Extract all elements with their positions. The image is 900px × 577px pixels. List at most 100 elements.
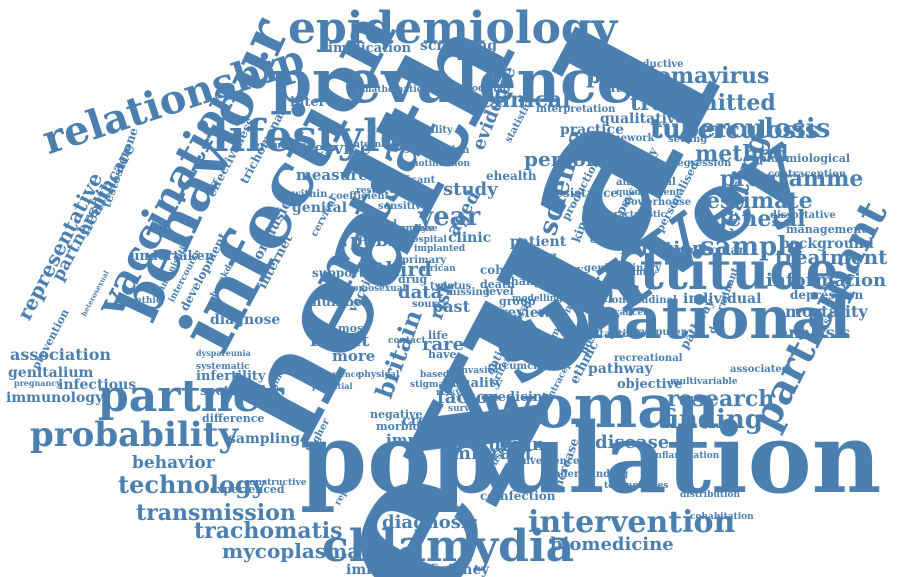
cloud-word: within — [292, 189, 328, 200]
cloud-word: population — [300, 402, 882, 516]
cloud-word: tuberculosis — [650, 114, 831, 145]
cloud-word: cross — [402, 412, 444, 429]
cloud-word: contact — [388, 335, 426, 346]
cloud-word: genital — [292, 199, 348, 216]
cloud-word: technology — [118, 469, 266, 499]
cloud-word: immunodeficiency — [346, 562, 490, 577]
cloud-word: morbidity — [376, 420, 436, 434]
cloud-word: review — [500, 304, 551, 321]
cloud-word: patient — [510, 233, 567, 250]
cloud-word: technologies — [604, 480, 669, 491]
cloud-word: characteristic — [596, 209, 667, 220]
cloud-word: substantial — [574, 329, 637, 340]
cloud-word: sample — [700, 232, 804, 263]
cloud-word: contraception — [768, 169, 847, 180]
cloud-word: diagnose — [210, 311, 281, 328]
cloud-word: clinic — [448, 229, 492, 246]
cloud-word: interpretation — [536, 104, 616, 115]
cloud-word: multivariable — [670, 376, 738, 387]
cloud-word: human — [475, 433, 545, 455]
cloud-word: past — [432, 297, 470, 317]
cloud-word: confidentiality — [372, 125, 453, 136]
cloud-word: diagnosis — [382, 511, 478, 533]
cloud-word: methodology — [446, 83, 512, 94]
cloud-word: infertility — [196, 368, 266, 384]
cloud-word: sectional — [200, 383, 266, 399]
cloud-word: migrant — [452, 442, 534, 464]
cloud-word: current — [588, 223, 631, 234]
cloud-word: cancer — [614, 307, 648, 318]
cloud-word: implanted — [414, 243, 466, 254]
cloud-word: general — [712, 206, 806, 233]
cloud-word: disease — [595, 431, 670, 453]
cloud-word: country — [618, 267, 657, 278]
cloud-word: risky — [436, 387, 461, 398]
cloud-word: pregnancy — [14, 377, 61, 388]
cloud-word: distribution — [680, 489, 741, 500]
cloud-word: biomedicine — [550, 533, 674, 555]
cloud-word: molecular — [677, 243, 745, 258]
cloud-word: dyspareunia — [196, 347, 251, 358]
cloud-word: notification — [412, 158, 471, 169]
cloud-word: probability — [30, 414, 239, 455]
cloud-word: treatment — [775, 245, 888, 269]
cloud-word: prevalence — [270, 47, 635, 117]
cloud-word: coefficient — [330, 191, 390, 202]
cloud-word: method — [695, 141, 789, 168]
cloud-word: computer — [632, 327, 686, 338]
cloud-word: result — [310, 329, 370, 351]
cloud-word: survey — [448, 403, 481, 414]
cloud-word: practice — [560, 121, 624, 138]
cloud-word: circumcision — [488, 361, 561, 372]
cloud-word: hospital — [406, 234, 447, 245]
cloud-word: trachomatis — [194, 518, 343, 545]
cloud-word: support — [312, 266, 365, 281]
cloud-word: based — [420, 369, 450, 380]
cloud-word: number — [312, 294, 369, 310]
cloud-word: attendance — [607, 80, 689, 96]
cloud-word: type — [430, 281, 454, 292]
cloud-word: clinical — [480, 87, 571, 114]
cloud-word: intervention — [528, 505, 736, 540]
cloud-word: drug — [398, 273, 428, 287]
cloud-word: homosexual — [346, 283, 407, 294]
cloud-word: physical — [358, 369, 400, 380]
cloud-word: rare — [422, 333, 465, 355]
cloud-word: measure — [296, 166, 368, 184]
cloud-word: mycoplasma — [222, 539, 361, 563]
cloud-word: efficacy — [536, 263, 584, 277]
cloud-word: african — [420, 263, 456, 274]
cloud-word: understanding — [546, 469, 629, 480]
cloud-word: systematic — [196, 361, 250, 372]
cloud-word: eligible — [600, 217, 642, 228]
cloud-word: invasive — [458, 365, 499, 376]
cloud-word: background — [780, 235, 874, 252]
cloud-word: coinfection — [480, 489, 556, 504]
cloud-word: potential — [312, 380, 353, 391]
cloud-word: experienced — [210, 483, 285, 497]
cloud-word: anogenital — [616, 177, 676, 188]
cloud-word: ehealth — [486, 169, 537, 184]
cloud-word: transmitted — [630, 90, 776, 117]
cloud-word: finding — [660, 405, 763, 436]
cloud-word: resistance — [549, 186, 619, 201]
cloud-word: england — [352, 219, 398, 230]
cloud-word: lifestyle — [212, 110, 408, 162]
cloud-word: infectious — [58, 376, 137, 393]
cloud-word: transmission — [136, 500, 296, 527]
cloud-word: screening — [420, 37, 498, 54]
cloud-word: have — [428, 348, 457, 362]
cloud-word: sensitive — [378, 201, 428, 212]
cloud-word: life — [428, 329, 449, 343]
cloud-word: complete — [388, 223, 435, 234]
cloud-word: behavior — [132, 453, 215, 474]
cloud-word: stigma — [410, 379, 445, 390]
cloud-word: framework — [594, 133, 655, 144]
cloud-word: level — [485, 285, 514, 299]
cloud-word: satisfaction — [404, 145, 470, 156]
cloud-word: missing — [446, 287, 490, 298]
cloud-word: international — [350, 139, 417, 150]
cloud-word: regression — [672, 158, 732, 169]
cloud-word: medicine — [484, 389, 551, 405]
cloud-word: attitude — [606, 241, 839, 303]
